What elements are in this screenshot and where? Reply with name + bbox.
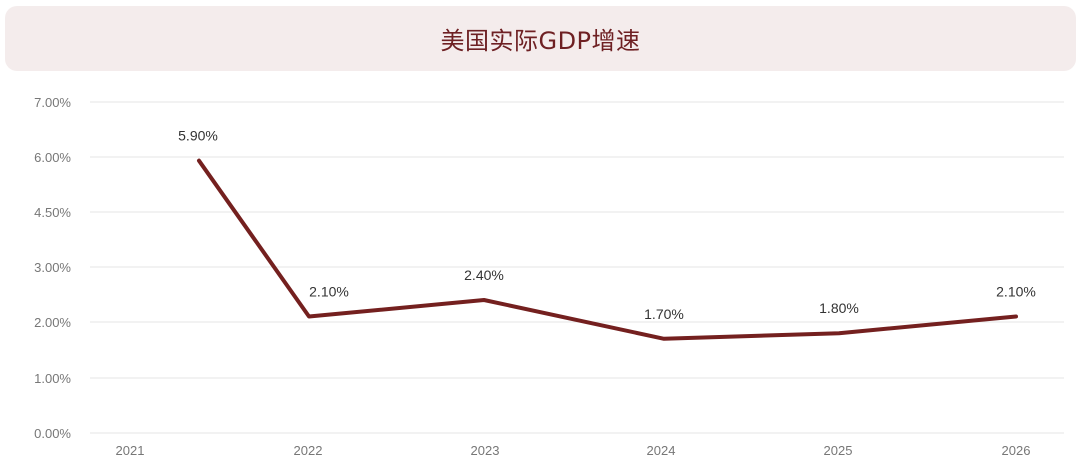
y-tick-label: 2.00% [34,315,71,330]
data-label: 2.10% [996,284,1036,300]
y-tick-label: 6.00% [34,150,71,165]
chart-title: 美国实际GDP增速 [440,27,641,55]
x-tick-label: 2021 [116,443,145,458]
data-label: 5.90% [178,128,218,144]
x-tick-label: 2024 [647,443,676,458]
x-tick-label: 2025 [824,443,853,458]
y-tick-label: 4.50% [34,205,71,220]
x-tick-label: 2022 [294,443,323,458]
x-tick-label: 2023 [471,443,500,458]
series-line [197,158,1018,341]
y-tick-label: 7.00% [34,95,71,110]
y-tick-label: 1.00% [34,371,71,386]
y-tick-label: 0.00% [34,426,71,441]
data-label: 2.10% [309,284,349,300]
data-label: 1.80% [819,300,859,316]
data-label: 1.70% [644,306,684,322]
y-tick-label: 3.00% [34,260,71,275]
data-label: 2.40% [464,267,504,283]
x-tick-label: 2026 [1002,443,1031,458]
chart-title-banner: 美国实际GDP增速 [5,6,1076,71]
